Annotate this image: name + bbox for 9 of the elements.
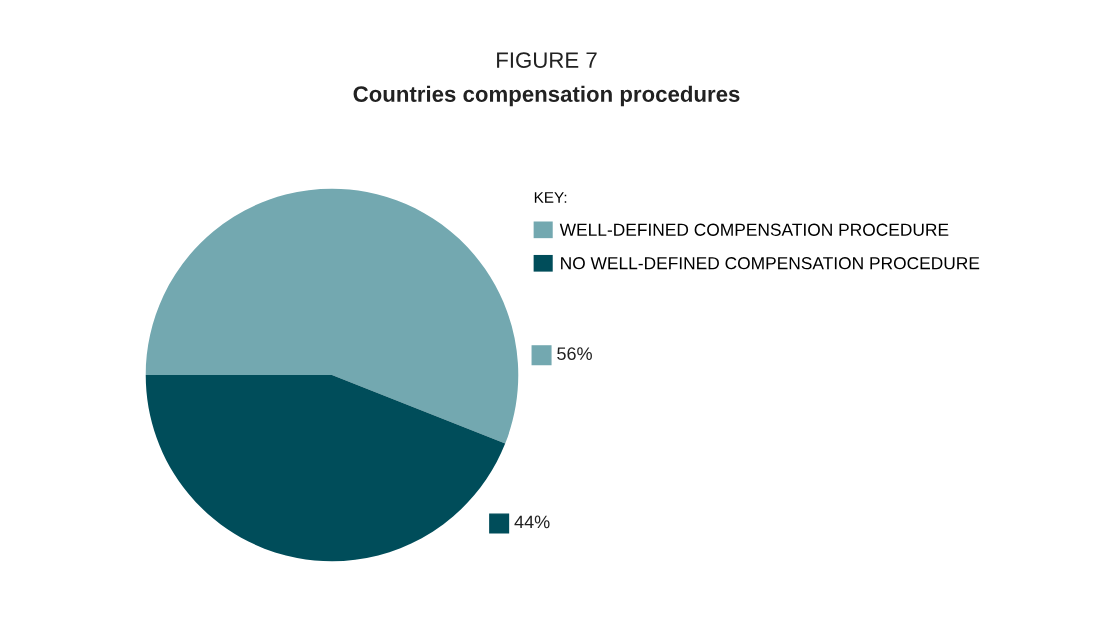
chart-subtitle: Countries compensation procedures	[353, 85, 740, 107]
pie-slice	[145, 375, 506, 562]
pie-slice	[145, 188, 519, 444]
data-label: 56%	[557, 347, 592, 361]
legend-label: WELL-DEFINED COMPENSATION PROCEDURE	[559, 223, 949, 236]
chart-title: FIGURE 7	[497, 52, 597, 68]
data-label: 44%	[514, 515, 550, 529]
legend-title: KEY:	[534, 192, 567, 203]
legend-label: NO WELL-DEFINED COMPENSATION PROCEDURE	[561, 257, 980, 270]
